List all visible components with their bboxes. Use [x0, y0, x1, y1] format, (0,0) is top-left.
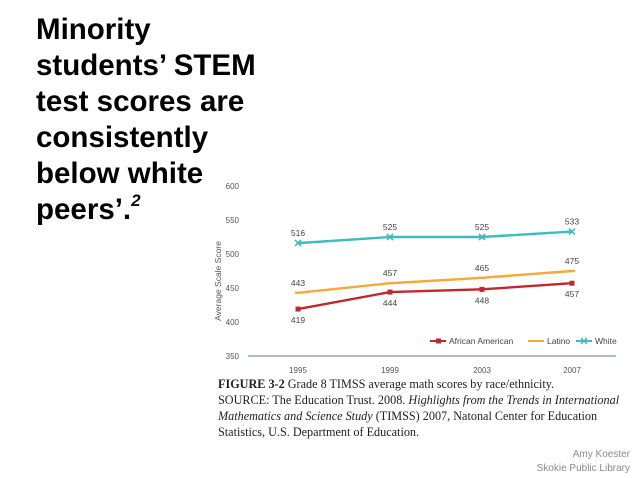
legend-latino: Latino	[547, 336, 570, 346]
data-label: 465	[475, 263, 489, 273]
data-point	[568, 227, 576, 236]
data-point	[387, 282, 393, 285]
title-line: peers’.	[36, 193, 132, 226]
series-line-african-american	[297, 282, 573, 311]
data-label: 525	[383, 222, 397, 232]
data-point	[294, 239, 302, 247]
y-tick-label: 600	[226, 182, 240, 191]
credit-org: Skokie Public Library	[536, 463, 630, 474]
data-label: 448	[475, 295, 489, 305]
x-tick-label: 1995	[289, 366, 307, 375]
data-label: 457	[383, 268, 397, 278]
y-tick-label: 400	[226, 318, 240, 327]
figure-text: Grade 8 TIMSS average math scores by rac…	[284, 377, 555, 391]
footnote-marker: 2	[131, 191, 141, 210]
series-line-white	[297, 230, 573, 245]
line-chart: 350 400 450 500 550 600 Average Scale Score 199…	[213, 182, 617, 375]
data-point	[479, 276, 485, 279]
title-line: students’ STEM	[36, 49, 256, 82]
legend-marker	[436, 338, 441, 344]
data-point	[478, 233, 486, 241]
data-point	[295, 291, 301, 294]
data-point	[386, 233, 394, 241]
data-label: 444	[383, 298, 397, 308]
data-label: 525	[475, 222, 489, 232]
source-suffix: (TIMSS) 2007, Natonal Center for Educati…	[218, 409, 598, 439]
slide-title: Minority students’ STEM test scores are con…	[36, 12, 286, 228]
title-line: test scores are	[36, 85, 245, 118]
x-tick-label: 2007	[563, 366, 581, 375]
author-credit: Amy Koester Skokie Public Library	[537, 448, 630, 476]
series-line-latino	[297, 269, 573, 294]
legend-white: White	[595, 336, 617, 346]
y-axis-title: Average Scale Score	[213, 241, 223, 321]
y-tick-label: 350	[226, 352, 240, 361]
title-line: Minority	[36, 13, 151, 46]
data-point	[295, 306, 301, 312]
source-prefix: SOURCE: The Education Trust. 2008.	[218, 393, 409, 407]
data-point	[569, 269, 575, 273]
title-line: consistently	[36, 121, 209, 154]
legend-african-american: African American	[449, 336, 514, 346]
x-tick-label: 2003	[473, 366, 491, 375]
y-tick-label: 550	[226, 216, 240, 225]
title-line: below white	[36, 157, 204, 190]
x-tick-label: 1999	[381, 366, 399, 375]
source-title: Highlights from the Trends in Internatio…	[218, 393, 620, 423]
figure-caption: FIGURE 3-2 Grade 8 TIMSS average math sc…	[218, 376, 634, 440]
data-label: 419	[291, 315, 305, 325]
legend-marker	[580, 337, 588, 345]
data-point	[387, 289, 393, 295]
data-point	[569, 280, 575, 286]
data-label: 443	[291, 278, 305, 288]
data-point	[479, 286, 485, 292]
data-label: 457	[565, 289, 579, 299]
figure-label: FIGURE 3-2	[218, 377, 285, 391]
data-label: 475	[565, 256, 579, 266]
data-label: 516	[291, 228, 305, 238]
y-tick-label: 450	[226, 284, 240, 293]
y-tick-label: 500	[226, 250, 240, 259]
credit-name: Amy Koester	[572, 449, 630, 460]
data-label: 533	[565, 217, 579, 227]
